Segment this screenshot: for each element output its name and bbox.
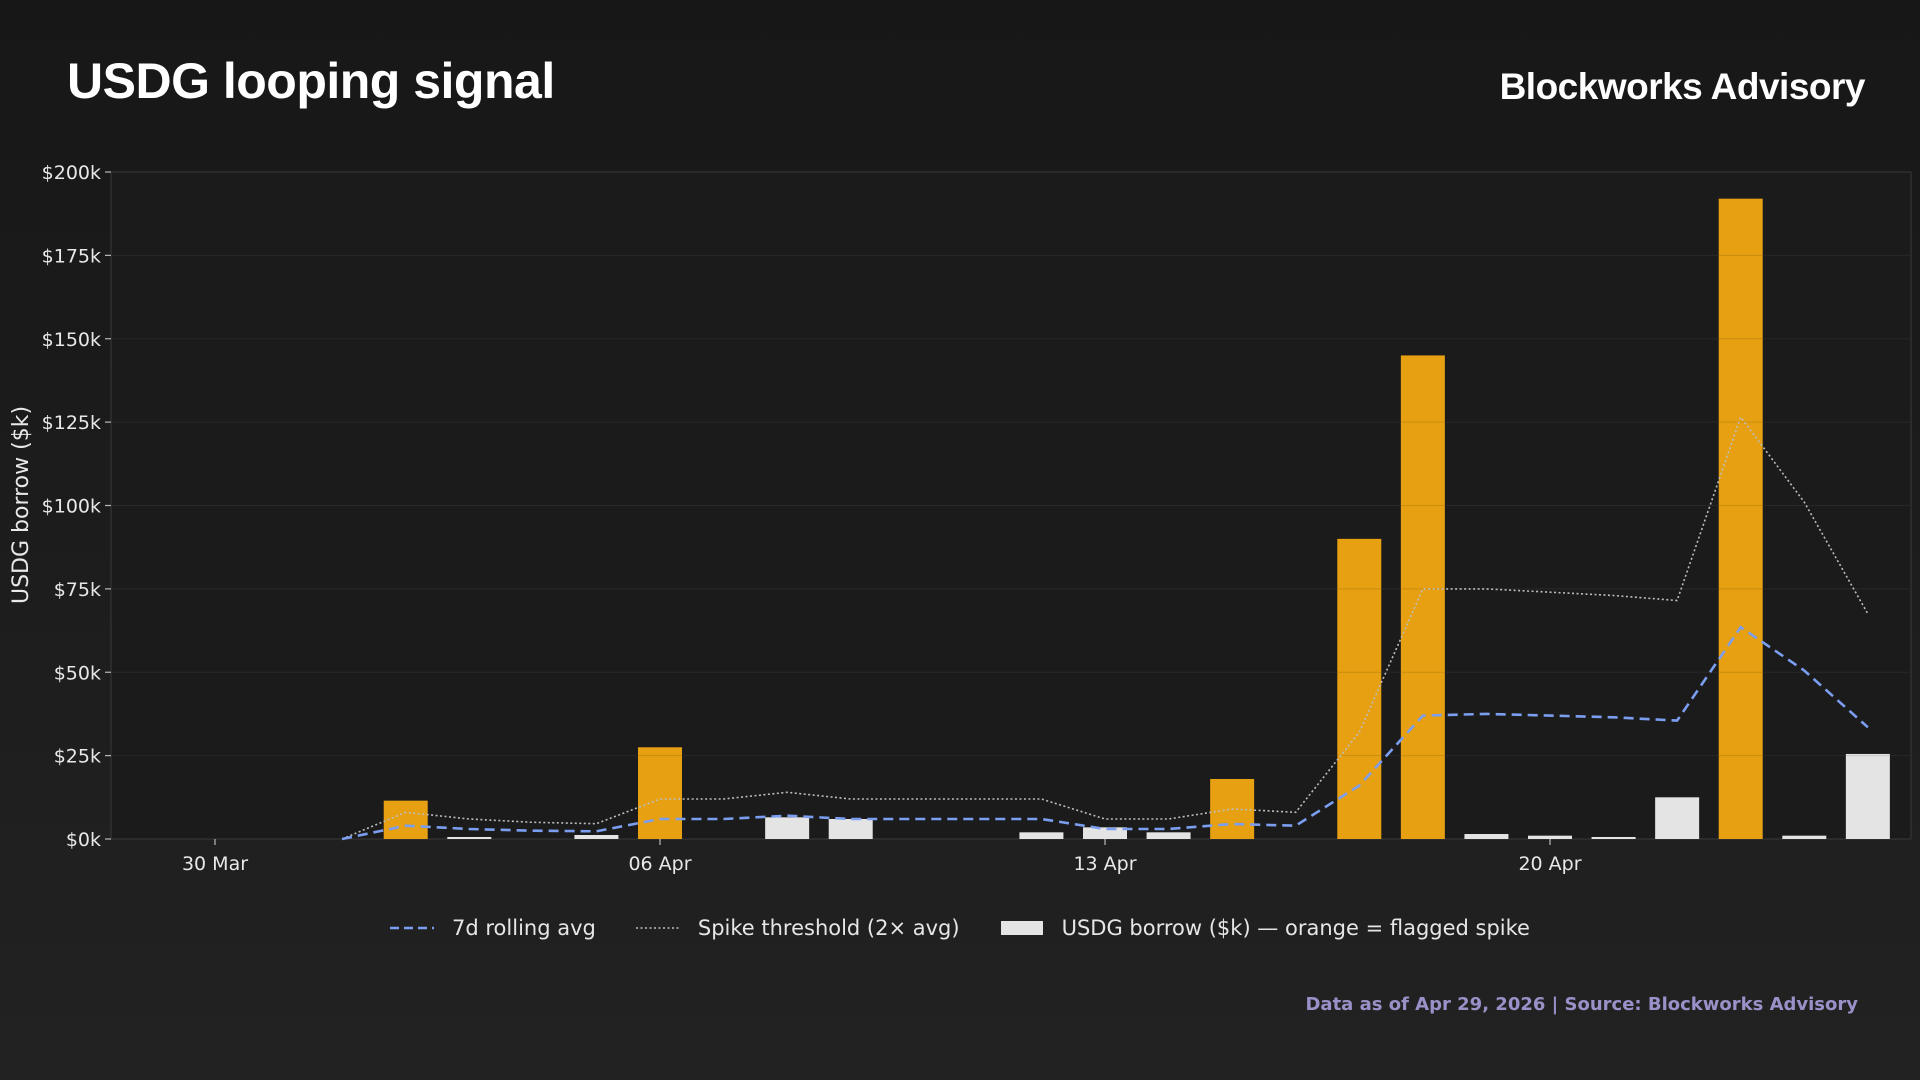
dashed-line-swatch (390, 926, 435, 930)
y-tick-label: $175k (42, 245, 101, 267)
bar (447, 837, 492, 839)
dotted-line-swatch (635, 927, 680, 929)
x-tick-label: 06 Apr (628, 853, 691, 875)
bar (1591, 837, 1636, 839)
grid-lines (111, 254, 1911, 757)
bar (574, 834, 619, 839)
y-tick-label: $100k (42, 496, 101, 518)
y-tick-label: $125k (42, 412, 101, 434)
bar-series (383, 198, 1890, 839)
bar (765, 817, 810, 839)
x-axis: 30 Mar 06 Apr 13 Apr 20 Apr (182, 839, 1582, 875)
x-tick-label: 30 Mar (182, 853, 248, 875)
legend-label: Spike threshold (2× avg) (697, 916, 960, 940)
bar (1083, 827, 1127, 839)
source-footnote: Data as of Apr 29, 2026 | Source: Blockw… (1305, 994, 1858, 1015)
bar-flagged-spike (1400, 355, 1445, 839)
legend-label: 7d rolling avg (452, 916, 596, 940)
y-tick-label: $75k (54, 579, 101, 601)
legend-label: USDG borrow ($k) — orange = flagged spik… (1061, 916, 1530, 940)
bar-flagged-spike (638, 747, 682, 839)
line-series (111, 254, 1911, 841)
y-tick-label: $0k (66, 829, 101, 851)
legend-item-borrow: USDG borrow ($k) — orange = flagged spik… (1000, 916, 1530, 940)
y-axis-label: USDG borrow ($k) (9, 406, 34, 604)
chart-title: USDG looping signal (67, 53, 555, 109)
bar (1528, 835, 1572, 839)
y-tick-label: $150k (42, 329, 101, 351)
bar (1782, 835, 1827, 839)
x-tick-label: 20 Apr (1518, 853, 1581, 875)
box-swatch (1000, 921, 1043, 935)
bar-flagged-spike (1718, 198, 1763, 839)
bar (1655, 797, 1700, 839)
y-tick-label: $25k (54, 746, 101, 768)
legend-item-spike-threshold: Spike threshold (2× avg) (635, 916, 960, 940)
bar-flagged-spike (1337, 538, 1382, 839)
bar (1019, 832, 1064, 839)
y-tick-label: $50k (54, 662, 101, 684)
y-axis: $0k $25k $50k $75k $100k $125k $150k $175k $200k (42, 162, 111, 851)
x-tick-label: 13 Apr (1073, 853, 1136, 875)
bar (1146, 832, 1191, 839)
chart-legend: 7d rolling avg Spike threshold (2× avg) … (0, 916, 1920, 940)
brand-logo-text: Blockworks Advisory (1499, 66, 1866, 107)
bar (1464, 833, 1509, 839)
bar (1845, 753, 1890, 839)
rolling-avg-line (341, 625, 1869, 841)
bar (828, 818, 873, 839)
y-tick-label: $200k (42, 162, 101, 184)
spike-threshold-line (341, 415, 1869, 840)
bar-flagged-spike (383, 800, 428, 839)
legend-item-rolling-avg: 7d rolling avg (390, 916, 596, 940)
